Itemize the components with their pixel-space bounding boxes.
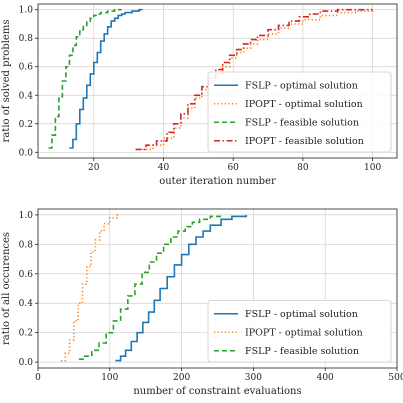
x-tick-label: 400 (317, 373, 334, 383)
y-tick-label: 0.2 (19, 329, 33, 339)
legend-entry: FSLP - optimal solution (245, 309, 358, 320)
x-tick-label: 200 (173, 373, 190, 383)
series-line-2 (142, 9, 374, 151)
series-line-2 (61, 214, 121, 362)
x-tick-label: 0 (35, 373, 41, 383)
x-tick-label: 100 (364, 163, 381, 173)
y-tick-label: 0.8 (19, 34, 34, 44)
y-tick-label: 0.8 (19, 240, 34, 250)
series-group (61, 214, 247, 362)
x-tick-label: 60 (227, 163, 239, 173)
x-tick-label: 20 (88, 163, 100, 173)
plot-frame (37, 3, 398, 159)
series-line-3 (78, 214, 222, 360)
y-tick-label: 1.0 (19, 211, 34, 221)
chart-1: 20 40 60 80 100 0.0 0.2 0.4 0.6 0.8 1.0 outer itera… (1, 3, 398, 187)
y-tick-label: 0.2 (19, 120, 33, 130)
legend-entry: FSLP - optimal solution (245, 81, 358, 92)
y-tick-label: 0.0 (19, 148, 34, 158)
y-axis-label: ratio of all occurences (1, 232, 12, 345)
legend: FSLP - optimal solution IPOPT - optimal s… (207, 300, 392, 363)
y-tick-label: 1.0 (19, 6, 34, 16)
legend-entry: FSLP - feasible solution (245, 346, 359, 357)
legend-box (207, 300, 392, 363)
series-line-4 (135, 8, 373, 151)
legend-box (207, 71, 392, 153)
legend-entry: IPOPT - optimal solution (245, 328, 363, 339)
legend: FSLP - optimal solution IPOPT - optimal s… (207, 71, 392, 153)
x-axis-label: number of constraint evaluations (133, 386, 301, 397)
series-line-1 (115, 214, 247, 362)
series-line-3 (48, 8, 122, 149)
x-tick-label: 500 (388, 373, 403, 383)
chart-2: 0 100 200 300 400 500 0.0 0.2 0.4 0.6 0.8 1.0 number… (1, 208, 403, 397)
x-tick-label: 100 (101, 373, 118, 383)
y-tick-label: 0.4 (19, 91, 34, 101)
x-tick-label: 40 (158, 163, 170, 173)
plot-frame (37, 208, 398, 369)
legend-entry: IPOPT - optimal solution (245, 99, 363, 110)
legend-entry: IPOPT - feasible solution (245, 136, 364, 147)
y-tick-label: 0.6 (19, 63, 34, 73)
y-axis-label: ratio of solved problems (1, 20, 12, 143)
x-axis-label: outer iteration number (159, 176, 276, 187)
y-tick-label: 0.0 (19, 358, 34, 368)
ticks: 20 40 60 80 100 0.0 0.2 0.4 0.6 0.8 1.0 (19, 6, 382, 173)
series-line-1 (69, 8, 143, 149)
x-tick-label: 300 (245, 373, 262, 383)
legend-entry: FSLP - feasible solution (245, 118, 359, 129)
y-tick-label: 0.6 (19, 270, 34, 280)
x-tick-label: 80 (297, 163, 309, 173)
ticks: 0 100 200 300 400 500 0.0 0.2 0.4 0.6 0.8 1.0 (19, 211, 403, 383)
y-tick-label: 0.4 (19, 299, 34, 309)
series-group (48, 8, 374, 151)
